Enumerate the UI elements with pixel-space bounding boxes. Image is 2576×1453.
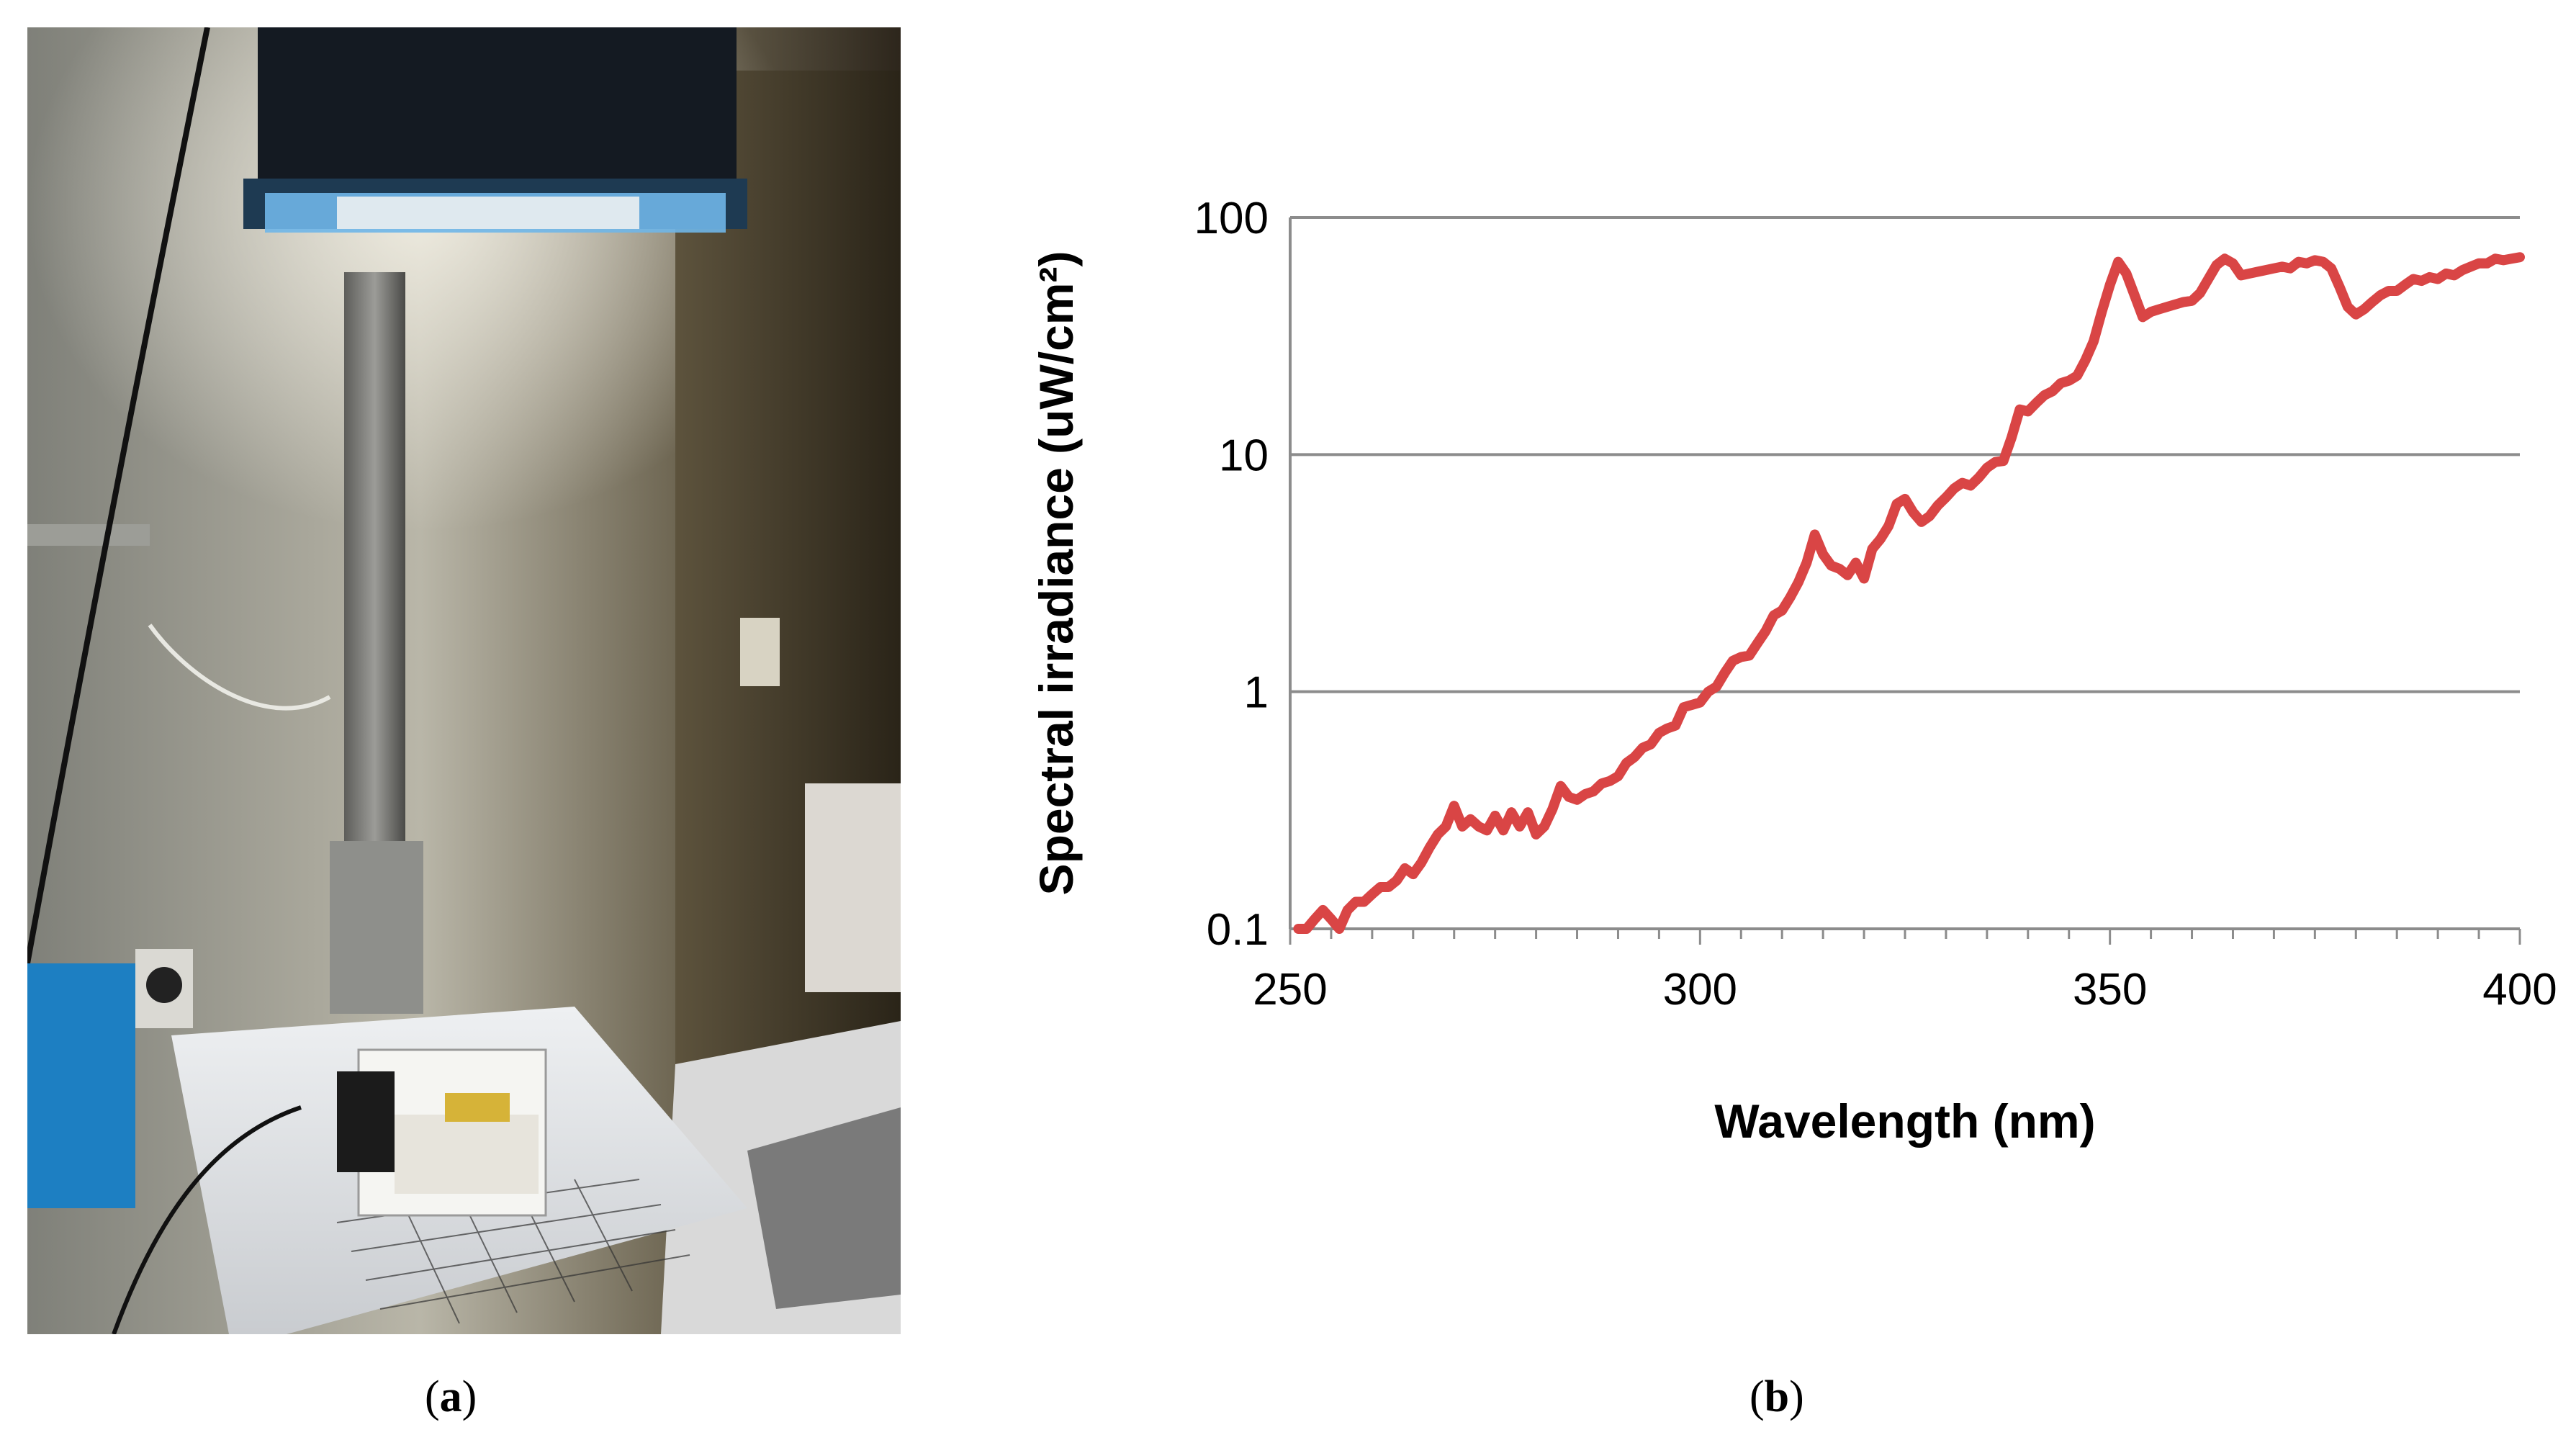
panel-a-caption: (a) [425,1372,477,1421]
y-tick-label: 100 [1194,194,1269,243]
x-tick-label: 400 [2482,965,2557,1015]
y-tick-label: 1 [1244,668,1269,718]
y-tick-label: 10 [1219,431,1269,480]
chart-svg: 0.1 1 10 100 250 300 350 400 Wavelength (nm) Sp… [1030,194,2557,1148]
irradiance-series-line [1293,252,2525,934]
x-tick-label: 300 [1663,965,1737,1015]
panel-a-photo [27,27,901,1334]
panel-b-caption: (b) [1749,1372,1804,1421]
y-tick-label: 0.1 [1207,905,1269,955]
axis-layer: 0.1 1 10 100 250 300 350 400 [1194,194,2557,1015]
grid-layer [1290,216,2520,693]
y-axis-label: Spectral irradiance (uW/cm²) [1030,251,1083,896]
spectral-irradiance-chart: 0.1 1 10 100 250 300 350 400 Wavelength (nm) Sp… [1008,166,2576,1174]
panel-a-label: a [439,1372,462,1421]
series-layer [1293,252,2525,934]
x-tick-label: 250 [1253,965,1327,1015]
x-axis-label: Wavelength (nm) [1714,1094,2095,1148]
lab-setup-photo [27,27,901,1334]
panel-b-label: b [1764,1372,1790,1421]
x-tick-label: 350 [2073,965,2147,1015]
